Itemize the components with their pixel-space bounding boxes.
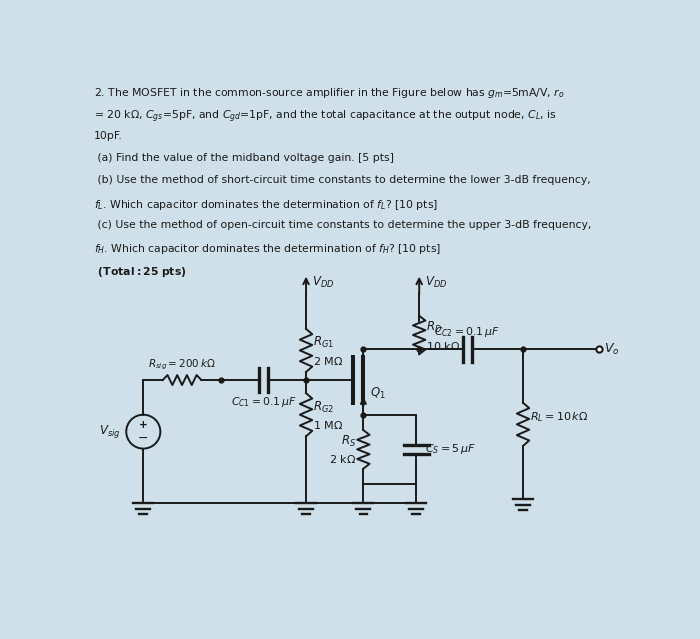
Text: $V_{sig}$: $V_{sig}$ bbox=[99, 423, 120, 440]
Text: 10pF.: 10pF. bbox=[94, 130, 122, 141]
Text: $R_L=10\,k\Omega$: $R_L=10\,k\Omega$ bbox=[530, 410, 589, 424]
Text: $V_{DD}$: $V_{DD}$ bbox=[426, 275, 448, 290]
Text: $R_{G1}$: $R_{G1}$ bbox=[313, 335, 334, 350]
Text: +: + bbox=[139, 420, 148, 431]
Text: $f_H$. Which capacitor dominates the determination of $f_H$? [10 pts]: $f_H$. Which capacitor dominates the det… bbox=[94, 242, 441, 256]
Text: (a) Find the value of the midband voltage gain. [5 pts]: (a) Find the value of the midband voltag… bbox=[94, 153, 393, 163]
Text: $f_L$. Which capacitor dominates the determination of $f_L$? [10 pts]: $f_L$. Which capacitor dominates the det… bbox=[94, 197, 438, 212]
Text: $C_S=5\,\mu F$: $C_S=5\,\mu F$ bbox=[426, 442, 477, 456]
Text: 10 k$\Omega$: 10 k$\Omega$ bbox=[426, 340, 461, 352]
Text: (b) Use the method of short-circuit time constants to determine the lower 3-dB f: (b) Use the method of short-circuit time… bbox=[94, 175, 591, 185]
Text: $V_{DD}$: $V_{DD}$ bbox=[312, 275, 335, 290]
Text: $V_o$: $V_o$ bbox=[604, 342, 620, 357]
Text: $R_{sig}=200\,k\Omega$: $R_{sig}=200\,k\Omega$ bbox=[148, 358, 216, 373]
Text: $R_{G2}$: $R_{G2}$ bbox=[313, 399, 334, 415]
Text: 2 k$\Omega$: 2 k$\Omega$ bbox=[328, 453, 356, 465]
Text: 2. The MOSFET in the common-source amplifier in the Figure below has $g_m$=5mA/V: 2. The MOSFET in the common-source ampli… bbox=[94, 86, 564, 100]
Text: 2 M$\Omega$: 2 M$\Omega$ bbox=[313, 355, 343, 367]
Text: (c) Use the method of open-circuit time constants to determine the upper 3-dB fr: (c) Use the method of open-circuit time … bbox=[94, 220, 591, 230]
Text: = 20 k$\Omega$, $C_{gs}$=5pF, and $C_{gd}$=1pF, and the total capacitance at the: = 20 k$\Omega$, $C_{gs}$=5pF, and $C_{gd… bbox=[94, 108, 556, 125]
Text: $R_S$: $R_S$ bbox=[340, 434, 356, 449]
Text: $C_{C2}=0.1\,\mu F$: $C_{C2}=0.1\,\mu F$ bbox=[435, 325, 500, 339]
Text: $\mathbf{(Total: 25\ pts)}$: $\mathbf{(Total: 25\ pts)}$ bbox=[94, 265, 186, 279]
Text: $C_{C1}=0.1\,\mu F$: $C_{C1}=0.1\,\mu F$ bbox=[230, 396, 296, 410]
Text: $Q_1$: $Q_1$ bbox=[370, 386, 385, 401]
Text: $R_D$: $R_D$ bbox=[426, 320, 442, 335]
Text: −: − bbox=[138, 432, 148, 445]
Text: 1 M$\Omega$: 1 M$\Omega$ bbox=[313, 419, 343, 431]
